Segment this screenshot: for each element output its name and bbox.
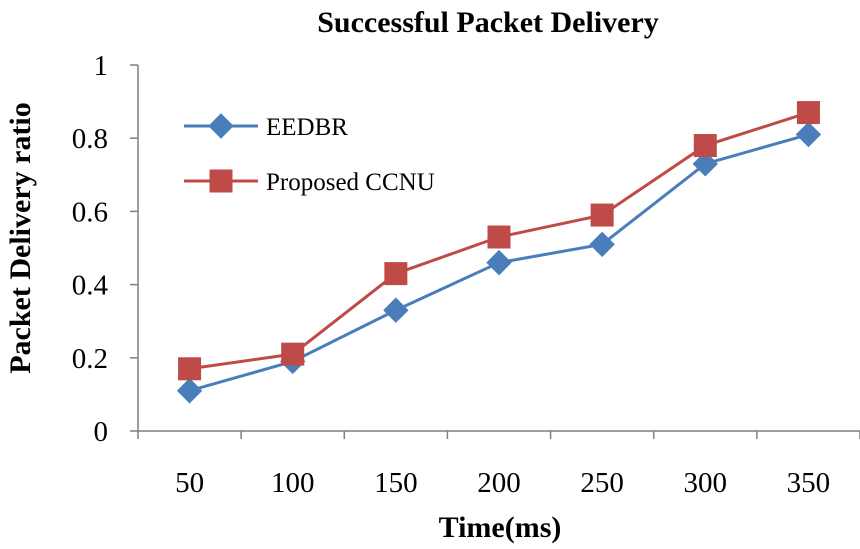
x-tick-label: 100	[271, 467, 315, 499]
x-tick-label: 350	[787, 467, 831, 499]
data-point	[590, 203, 614, 227]
data-point	[795, 121, 822, 148]
y-axis-label: Packet Delivery ratio	[4, 102, 37, 374]
legend-item: Proposed CCNU	[184, 169, 435, 196]
x-tick-label: 250	[580, 467, 624, 499]
data-point	[486, 249, 512, 276]
legend-label: EEDBR	[266, 114, 348, 141]
x-tick-label: 50	[175, 467, 204, 499]
series-eedbr	[176, 121, 822, 404]
data-point	[692, 151, 718, 177]
x-tick-label: 150	[374, 467, 418, 499]
legend-label: Proposed CCNU	[266, 169, 435, 196]
series-layer	[176, 101, 822, 404]
y-tick-label: 1	[94, 50, 109, 82]
y-axis-ticks: 0 0.2 0.4 0.6 0.8 1	[72, 50, 138, 448]
legend-marker	[209, 169, 233, 193]
y-tick-label: 0.4	[72, 270, 109, 302]
data-point	[693, 134, 717, 158]
y-axis-label-group: Packet Delivery ratio	[4, 102, 37, 374]
chart-title: Successful Packet Delivery	[317, 6, 659, 39]
x-tick-label: 300	[684, 467, 728, 499]
y-tick-label: 0.2	[72, 343, 108, 375]
data-point	[487, 225, 511, 249]
data-point	[384, 262, 408, 286]
legend-marker	[208, 113, 234, 139]
x-tick-label: 200	[477, 467, 521, 499]
y-tick-label: 0	[94, 416, 109, 448]
series-proposed-ccnu	[178, 101, 820, 381]
x-axis-ticks: 50 100 150 200 250 300 350	[137, 431, 860, 499]
y-tick-label: 0.8	[72, 123, 108, 155]
data-point	[383, 297, 409, 323]
y-tick-label: 0.6	[72, 196, 108, 228]
x-axis-label: Time(ms)	[439, 511, 562, 544]
legend: EEDBR Proposed CCNU	[184, 113, 435, 196]
legend-item: EEDBR	[184, 113, 348, 141]
data-point	[178, 357, 202, 381]
data-point	[589, 231, 615, 258]
data-point	[796, 101, 820, 125]
data-point	[281, 342, 305, 366]
data-point	[176, 378, 203, 404]
